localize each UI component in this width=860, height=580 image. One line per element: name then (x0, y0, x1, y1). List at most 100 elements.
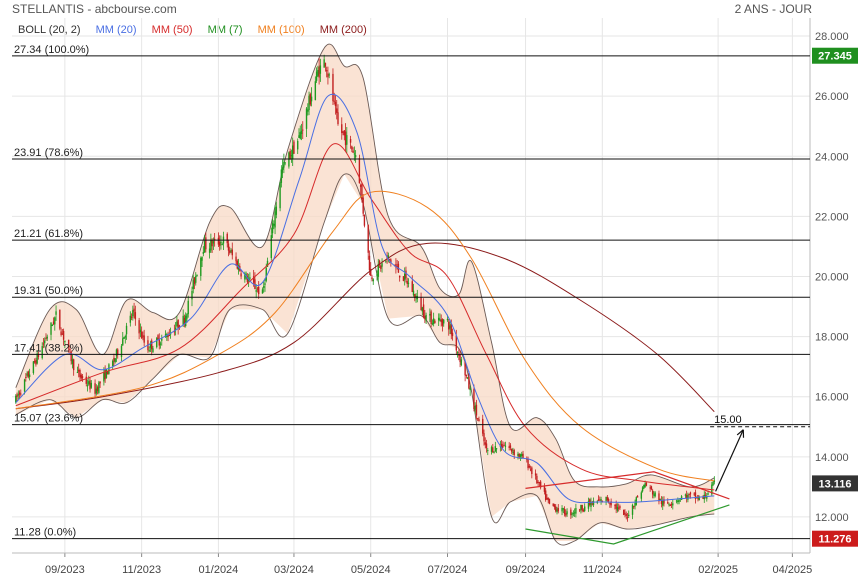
candle-body (572, 513, 575, 515)
candle-body (406, 281, 408, 284)
candle-body (495, 448, 498, 450)
x-tick-label: 03/2024 (274, 564, 314, 576)
candle-body (539, 481, 542, 488)
candle-body (18, 392, 21, 395)
candle-body (702, 496, 704, 499)
candle-body (663, 499, 665, 504)
candle-body (503, 444, 505, 446)
x-tick-label: 11/2024 (583, 564, 622, 576)
candle-body (132, 310, 134, 317)
candle-body (693, 493, 695, 495)
candle-body (148, 350, 150, 352)
fib-level-label: 11.28 (0.0%) (14, 527, 76, 539)
candle-body (69, 348, 71, 351)
legend-mm100[interactable]: MM (100) (257, 24, 305, 36)
candle-body (684, 494, 687, 496)
candle-body (362, 197, 364, 214)
candle-body (288, 152, 290, 167)
candle-body (37, 353, 40, 358)
legend-mm20[interactable]: MM (20) (95, 24, 137, 36)
price-tag-box (812, 47, 858, 64)
chart-title: STELLANTIS - abcbourse.com (12, 2, 177, 16)
candle-body (522, 453, 524, 459)
candle-body (660, 500, 663, 505)
candle-body (143, 335, 145, 343)
candle-body (217, 237, 220, 245)
candle-body (220, 241, 222, 244)
legend-mm50[interactable]: MM (50) (151, 24, 193, 36)
candle-body (434, 320, 436, 324)
candle-body (688, 493, 690, 495)
candle-body (605, 496, 607, 502)
candle-body (315, 71, 318, 81)
candle-body (274, 211, 276, 228)
candle-body (672, 503, 674, 506)
candle-body (619, 506, 621, 509)
legend-mm7[interactable]: MM (7) (207, 24, 243, 36)
candle-body (424, 315, 426, 319)
candle-body (685, 494, 688, 499)
candle-body (36, 353, 38, 364)
candle-body (130, 316, 133, 318)
candle-body (346, 135, 348, 145)
candle-body (573, 512, 576, 514)
x-tick-label: 09/2023 (45, 564, 85, 576)
candle-body (25, 376, 27, 379)
candle-body (80, 374, 82, 379)
candle-body (650, 486, 653, 490)
candle-body (381, 263, 383, 267)
candle-body (174, 327, 177, 331)
candle-body (142, 335, 144, 337)
candle-body (89, 380, 91, 390)
legend-mm200[interactable]: MM (200) (319, 24, 367, 36)
candle-body (231, 249, 233, 256)
candle-body (641, 487, 644, 492)
candle-body (527, 458, 529, 469)
candle-body (388, 258, 391, 260)
triangle-upper-trendline (525, 471, 730, 500)
candle-body (677, 500, 679, 503)
candle-body (305, 108, 308, 129)
candle-body (291, 145, 294, 160)
candle-body (437, 317, 440, 321)
candle-body (407, 282, 410, 284)
candle-body (563, 508, 566, 515)
candle-body (99, 381, 101, 384)
candle-body (351, 146, 353, 150)
candle-body (680, 496, 683, 500)
fib-level-label: 17.41 (38.2%) (14, 342, 83, 354)
mm20-line (15, 93, 715, 504)
candle-body (191, 290, 193, 300)
candle-body (261, 289, 264, 294)
candle-body (482, 418, 484, 434)
candle-body (247, 279, 250, 282)
candle-body (266, 260, 269, 267)
candle-body (466, 377, 469, 379)
price-tag-box (812, 530, 858, 547)
price-tag: 11.276 (812, 530, 858, 547)
candle-body (617, 507, 620, 509)
candle-body (368, 255, 371, 271)
candle-body (544, 490, 547, 501)
x-tick-label: 07/2024 (428, 564, 468, 576)
bollinger-band-fill (15, 44, 715, 541)
candle-body (557, 508, 559, 512)
candle-body (633, 506, 635, 508)
candle-body (521, 453, 523, 457)
candle-body (308, 95, 310, 111)
candle-body (706, 495, 708, 499)
candle-body (543, 486, 546, 492)
candle-body (631, 504, 634, 515)
candle-body (95, 388, 98, 394)
candle-body (583, 506, 586, 512)
candle-body (513, 449, 515, 455)
candle-body (414, 294, 416, 299)
candle-body (581, 504, 583, 511)
candle-body (555, 506, 557, 512)
candle-body (46, 336, 48, 339)
candle-body (538, 482, 541, 484)
candle-body (213, 238, 216, 240)
candle-body (177, 319, 179, 329)
candle-body (645, 482, 648, 486)
